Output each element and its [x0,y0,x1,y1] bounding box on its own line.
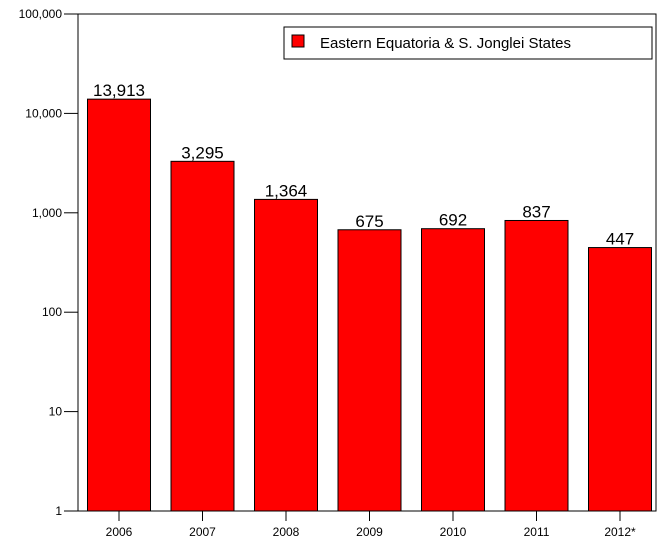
y-tick-label: 10,000 [25,106,62,120]
y-tick-label: 100,000 [19,7,63,21]
bar-series [87,98,652,512]
bar-value-label: 692 [439,211,467,230]
y-tick-label: 1,000 [32,206,62,220]
bar-value-label: 13,913 [93,81,145,100]
bar-value-label: 3,295 [181,143,224,162]
bar [421,228,485,512]
bar-value-labels: 13,913 3,295 1,364 675 692 837 447 [93,81,634,248]
x-tick-label: 2010 [440,525,467,539]
bar [588,247,652,512]
legend: Eastern Equatoria & S. Jonglei States [283,26,653,60]
x-tick-label: 2009 [356,525,383,539]
x-tick-label: 2012* [604,525,636,539]
x-tick-label: 2008 [273,525,300,539]
bar [170,160,235,512]
x-axis: 2006 2007 2008 2009 2010 2011 2012* [106,511,636,539]
y-tick-label: 100 [42,305,62,319]
legend-box [283,26,653,60]
bar [254,198,318,512]
bar-value-label: 447 [606,230,634,249]
bar [337,229,402,512]
x-tick-label: 2011 [524,525,550,539]
y-tick-label: 10 [49,405,63,419]
bar-value-label: 675 [355,212,383,231]
y-tick-label: 1 [55,504,62,518]
bar-value-label: 1,364 [265,181,308,200]
x-tick-label: 2006 [106,525,133,539]
x-tick-label: 2007 [189,525,216,539]
bar-value-label: 837 [522,202,550,221]
bar [87,98,151,512]
legend-swatch [291,34,305,48]
bar [504,219,569,512]
legend-label: Eastern Equatoria & S. Jonglei States [320,35,571,52]
y-axis: 1 10 100 1,000 10,000 100,000 [19,7,78,518]
